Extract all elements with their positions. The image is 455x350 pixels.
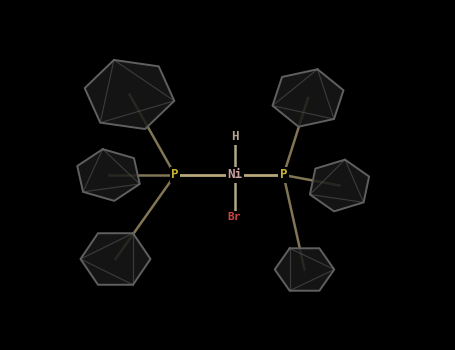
Text: Ni: Ni — [227, 168, 242, 182]
Polygon shape — [273, 69, 344, 127]
Polygon shape — [85, 60, 174, 129]
Text: Br: Br — [228, 212, 241, 222]
Text: H: H — [231, 130, 238, 143]
Polygon shape — [310, 160, 369, 211]
Polygon shape — [275, 248, 334, 291]
Text: P: P — [280, 168, 287, 182]
Polygon shape — [81, 233, 151, 285]
Text: P: P — [171, 168, 179, 182]
Polygon shape — [77, 149, 140, 201]
